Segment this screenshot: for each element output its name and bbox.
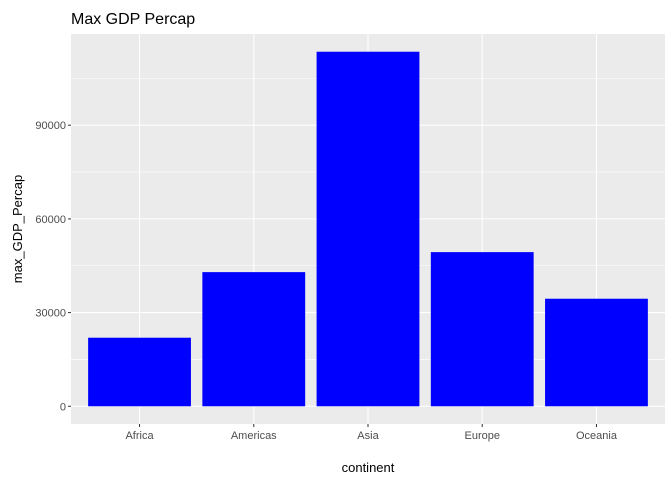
bar-europe — [430, 252, 534, 407]
chart-title: Max GDP Percap — [71, 11, 195, 28]
x-axis-title: continent — [342, 460, 395, 475]
x-tick-label: Oceania — [576, 430, 618, 442]
x-tick-label: Europe — [464, 430, 499, 442]
y-axis-title: max_GDP_Percap — [10, 175, 25, 283]
bar-asia — [316, 51, 420, 407]
x-tick-label: Americas — [231, 430, 277, 442]
bar-oceania — [545, 298, 648, 407]
x-tick-label: Africa — [125, 430, 154, 442]
bar-americas — [202, 272, 306, 407]
y-tick-label: 30000 — [35, 308, 66, 320]
y-axis-ticks: 0 30000 60000 90000 — [35, 120, 71, 413]
x-tick-label: Asia — [357, 430, 379, 442]
bar-africa — [88, 337, 191, 407]
y-tick-label: 0 — [60, 401, 66, 413]
y-tick-label: 60000 — [35, 214, 66, 226]
x-axis-ticks: Africa Americas Asia Europe Oceania — [125, 424, 618, 442]
y-tick-label: 90000 — [35, 120, 66, 132]
bars — [88, 51, 648, 407]
